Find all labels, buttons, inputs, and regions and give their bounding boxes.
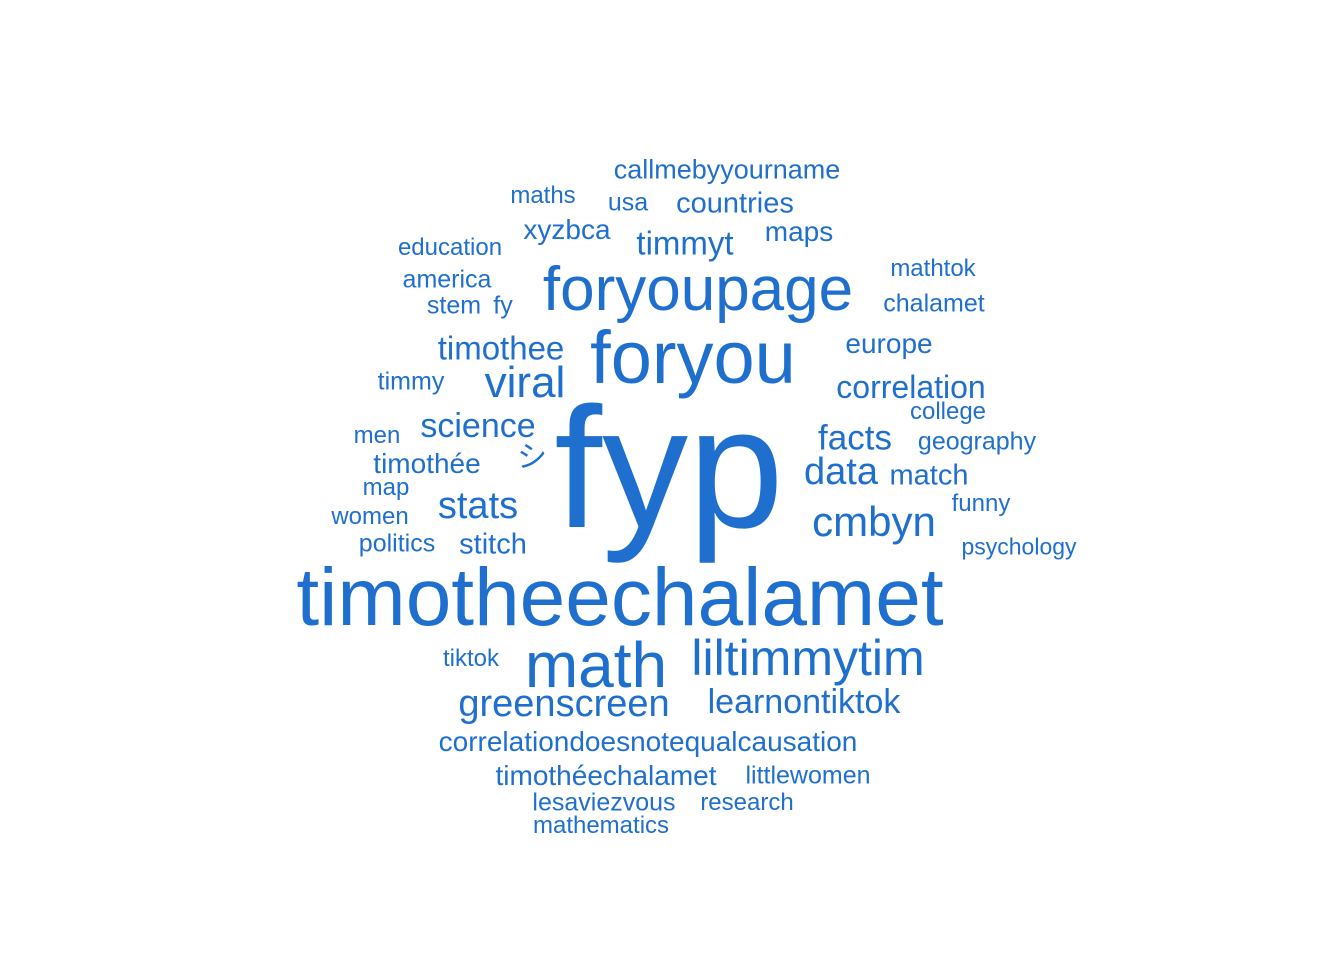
word-tiktok: tiktok	[442, 645, 500, 672]
word-psychology: psychology	[961, 533, 1077, 560]
word-funny: funny	[951, 490, 1011, 517]
word-maths: maths	[510, 182, 576, 209]
word-america: america	[402, 265, 492, 294]
word-timotheechalamet: timotheechalamet	[296, 552, 944, 643]
word-chalamet: chalamet	[883, 289, 985, 318]
word-stats: stats	[437, 485, 519, 527]
word-research: research	[700, 789, 794, 816]
word-math: math	[524, 629, 668, 701]
word-shi: シ	[517, 441, 547, 474]
word-foryou: foryou	[590, 316, 796, 399]
word-education: education	[397, 234, 503, 261]
word-correlation: correlation	[836, 369, 986, 405]
word-college: college	[909, 398, 987, 425]
word-stitch: stitch	[459, 528, 527, 561]
word-timothee: timothee	[437, 329, 565, 367]
word-xyzbca: xyzbca	[523, 214, 611, 245]
word-facts: facts	[818, 418, 892, 458]
word-littlewomen: littlewomen	[745, 761, 871, 790]
word-timmyt: timmyt	[636, 224, 734, 262]
word-mathtok: mathtok	[890, 255, 976, 282]
word-science: science	[420, 407, 536, 445]
word-timotheechalamet-accent: timothéechalamet	[495, 760, 717, 791]
word-politics: politics	[358, 529, 436, 558]
word-timmy: timmy	[377, 367, 445, 396]
word-men: men	[353, 422, 401, 449]
word-europe: europe	[845, 328, 933, 359]
word-lesaviezvous: lesaviezvous	[532, 788, 676, 817]
word-foryoupage: foryoupage	[542, 255, 854, 324]
word-viral: viral	[484, 358, 566, 407]
word-correlationdoesnotequalcausation: correlationdoesnotequalcausation	[438, 726, 858, 757]
word-data: data	[804, 451, 878, 493]
word-learnontiktok: learnontiktok	[707, 683, 901, 721]
word-callmebyyourname: callmebyyourname	[613, 154, 841, 185]
word-usa: usa	[607, 188, 649, 217]
word-mathematics: mathematics	[532, 812, 670, 839]
word-geography: geography	[917, 427, 1037, 456]
word-maps: maps	[764, 216, 834, 247]
word-stem: stem	[426, 291, 482, 320]
word-match: match	[889, 459, 969, 492]
word-fyp: fyp	[554, 372, 784, 564]
word-fy: fy	[493, 291, 513, 320]
word-liltimmytim: liltimmytim	[691, 630, 925, 686]
word-countries: countries	[676, 187, 794, 220]
word-map: map	[362, 474, 410, 501]
word-women: women	[331, 503, 409, 530]
word-cmbyn: cmbyn	[812, 498, 936, 545]
word-greenscreen: greenscreen	[458, 683, 670, 725]
word-timothee-accent: timothée	[373, 448, 481, 479]
